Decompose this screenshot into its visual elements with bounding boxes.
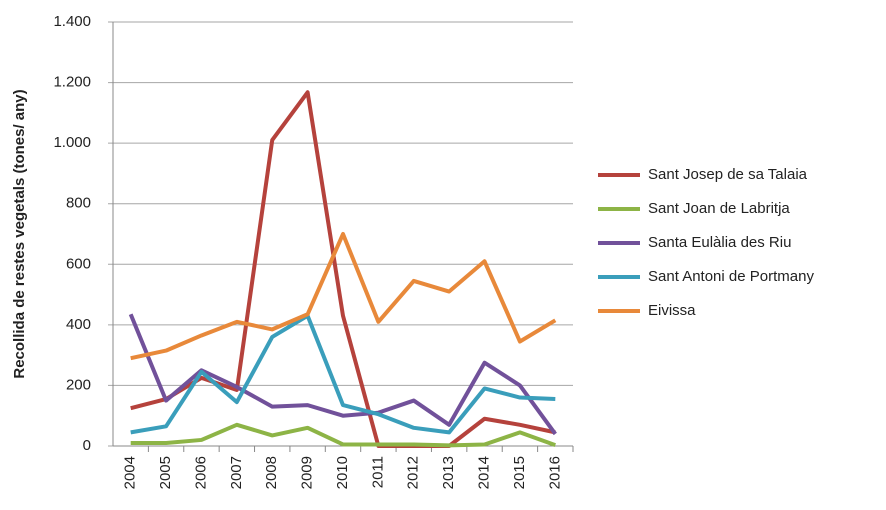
legend-label: Eivissa (648, 302, 696, 319)
legend-label: Sant Antoni de Portmany (648, 268, 814, 285)
x-tick-label: 2006 (192, 456, 209, 489)
x-tick-label: 2014 (476, 456, 493, 489)
x-tick-label: 2015 (511, 456, 528, 489)
x-tick-label: 2010 (334, 456, 351, 489)
line-series (130, 313, 556, 435)
x-tick-label: 2011 (369, 456, 386, 488)
x-tick-label: 2009 (299, 456, 316, 489)
y-tick-label: 800 (66, 195, 91, 212)
y-axis-label: Recollida de restes vegetals (tones/ any… (11, 89, 28, 378)
y-tick-label: 200 (66, 376, 91, 393)
x-tick-label: 2013 (440, 456, 457, 489)
line-series (128, 313, 557, 436)
y-tick-label: 600 (66, 255, 91, 272)
legend-label: Sant Joan de Labritja (648, 200, 790, 217)
legend-label: Santa Eulàlia des Riu (648, 234, 791, 251)
legend-label: Sant Josep de sa Talaia (648, 166, 808, 183)
y-tick-label: 400 (66, 316, 91, 333)
y-tick-label: 1.000 (53, 134, 91, 151)
x-tick-label: 2012 (405, 456, 422, 489)
line-series (130, 90, 556, 448)
y-tick-label: 1.400 (53, 13, 91, 30)
x-tick-label: 2005 (157, 456, 174, 489)
x-tick-label: 2007 (228, 456, 245, 489)
x-tick-label: 2008 (263, 456, 280, 489)
x-tick-label: 2016 (546, 456, 563, 489)
line-series (130, 232, 557, 361)
y-tick-label: 1.200 (53, 74, 91, 91)
x-tick-label: 2004 (122, 456, 139, 489)
y-tick-label: 0 (83, 437, 91, 454)
line-series (130, 422, 556, 448)
